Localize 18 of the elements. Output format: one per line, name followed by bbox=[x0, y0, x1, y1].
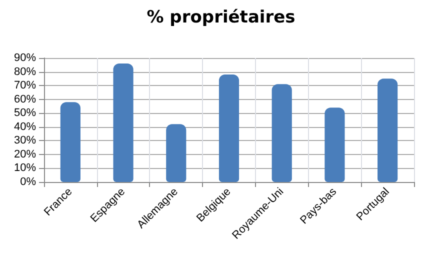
bar bbox=[60, 102, 80, 182]
y-tick-label: 30% bbox=[14, 134, 36, 147]
chart-title: % propriétaires bbox=[146, 8, 296, 28]
y-tick-label: 60% bbox=[14, 93, 36, 106]
bar bbox=[218, 74, 240, 182]
y-tick-label: 20% bbox=[14, 148, 36, 160]
bar bbox=[378, 78, 398, 182]
y-tick-label: 0% bbox=[20, 176, 36, 188]
bar bbox=[272, 84, 292, 182]
bar bbox=[324, 108, 345, 182]
y-tick-label: 10% bbox=[14, 162, 36, 174]
y-tick-label: 70% bbox=[14, 80, 36, 92]
bar bbox=[166, 124, 186, 182]
y-tick-label: 90% bbox=[14, 52, 36, 64]
y-tick-label: 50% bbox=[14, 107, 36, 120]
y-tick-label: 40% bbox=[14, 120, 36, 133]
y-tick-label: 80% bbox=[14, 66, 36, 78]
bar bbox=[113, 64, 134, 182]
